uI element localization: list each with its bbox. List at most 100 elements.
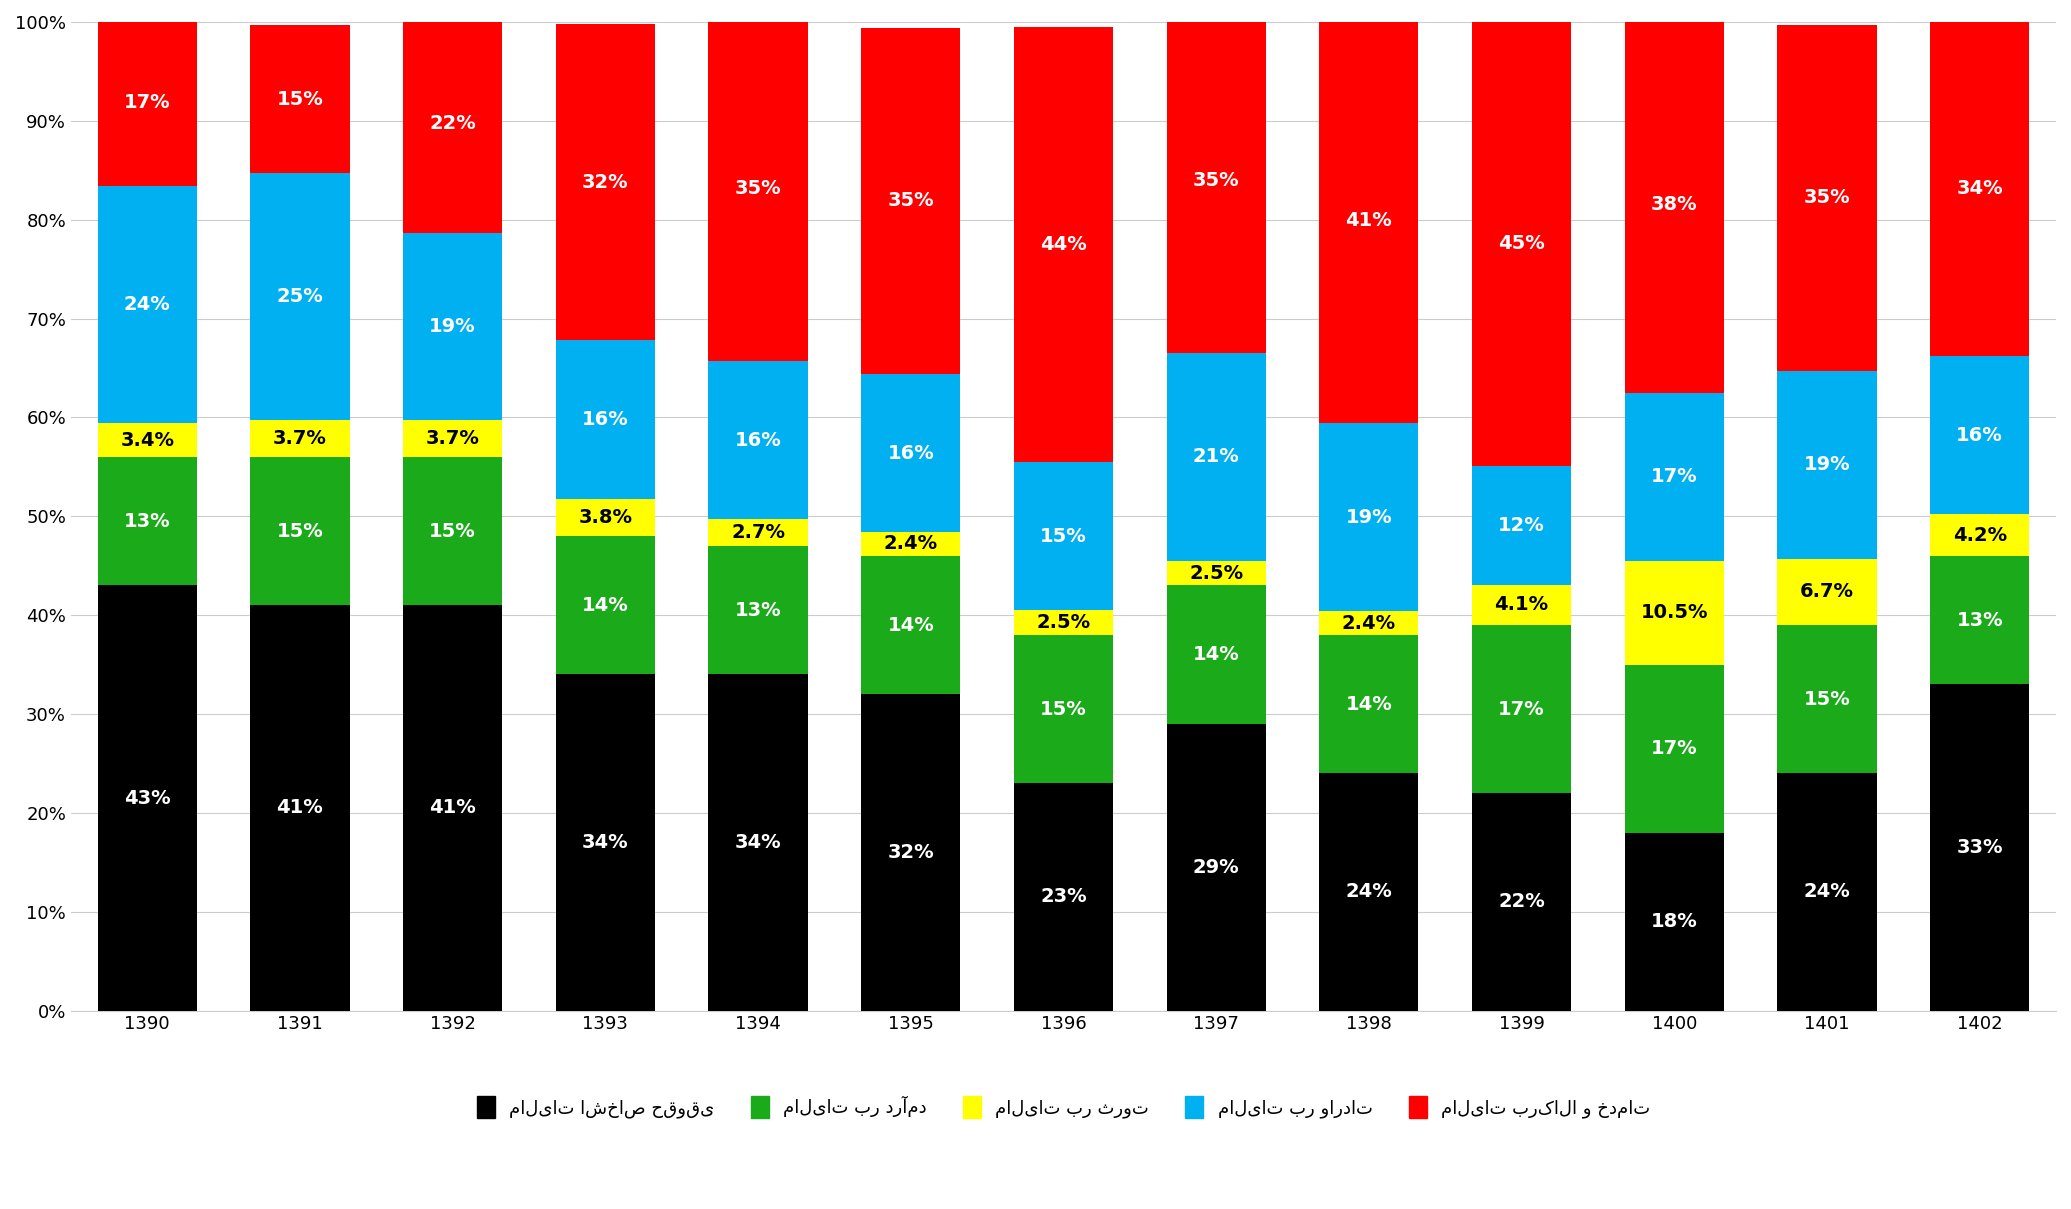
Text: 19%: 19% — [1804, 456, 1849, 474]
Bar — [708, 15, 808, 361]
Bar — [404, 457, 503, 606]
Bar — [1624, 561, 1723, 665]
Text: 3.7%: 3.7% — [273, 429, 327, 449]
Bar — [97, 585, 197, 1011]
Text: 15%: 15% — [1040, 700, 1087, 718]
Bar — [1015, 27, 1112, 462]
Bar — [97, 186, 197, 423]
Text: 13%: 13% — [1957, 611, 2003, 630]
Text: 34%: 34% — [582, 833, 630, 852]
Bar — [97, 18, 197, 186]
Bar — [251, 25, 350, 173]
Text: 22%: 22% — [1497, 892, 1545, 912]
Text: 15%: 15% — [1804, 689, 1849, 708]
Bar — [1319, 612, 1419, 635]
Text: 41%: 41% — [278, 798, 323, 817]
Text: 14%: 14% — [886, 615, 934, 635]
Text: 33%: 33% — [1957, 838, 2003, 857]
Text: 32%: 32% — [582, 173, 630, 192]
Bar — [555, 498, 654, 536]
Text: 6.7%: 6.7% — [1800, 583, 1854, 601]
Text: 41%: 41% — [1346, 212, 1392, 230]
Bar — [862, 556, 961, 694]
Bar — [1930, 514, 2030, 556]
Bar — [404, 421, 503, 457]
Bar — [1319, 18, 1419, 423]
Bar — [1777, 371, 1876, 559]
Legend: مالیات اشخاص حقوقی, مالیات بر درآمد, مالیات بر ثروت, مالیات بر واردات, مالیات بر: مالیات اشخاص حقوقی, مالیات بر درآمد, مال… — [470, 1089, 1657, 1126]
Bar — [1015, 783, 1112, 1011]
Bar — [708, 546, 808, 675]
Text: 43%: 43% — [124, 788, 170, 808]
Text: 24%: 24% — [1804, 883, 1849, 902]
Bar — [97, 457, 197, 585]
Text: 44%: 44% — [1040, 235, 1087, 254]
Bar — [1166, 724, 1265, 1011]
Text: 4.1%: 4.1% — [1495, 595, 1549, 614]
Text: 16%: 16% — [582, 410, 630, 429]
Bar — [1472, 465, 1572, 584]
Bar — [251, 457, 350, 606]
Text: 22%: 22% — [429, 115, 476, 133]
Bar — [1319, 774, 1419, 1011]
Bar — [404, 606, 503, 1011]
Bar — [251, 606, 350, 1011]
Bar — [1166, 585, 1265, 724]
Bar — [862, 374, 961, 532]
Text: 12%: 12% — [1497, 516, 1545, 534]
Bar — [555, 340, 654, 498]
Bar — [404, 15, 503, 232]
Bar — [1166, 7, 1265, 353]
Bar — [1930, 684, 2030, 1011]
Text: 17%: 17% — [124, 93, 170, 111]
Text: 16%: 16% — [886, 444, 934, 463]
Bar — [251, 421, 350, 457]
Bar — [1777, 774, 1876, 1011]
Bar — [555, 24, 654, 340]
Bar — [708, 519, 808, 546]
Text: 13%: 13% — [124, 511, 170, 531]
Bar — [1166, 561, 1265, 585]
Text: 29%: 29% — [1193, 857, 1238, 877]
Text: 35%: 35% — [1804, 189, 1849, 208]
Text: 2.7%: 2.7% — [731, 523, 785, 542]
Bar — [1624, 17, 1723, 393]
Text: 3.7%: 3.7% — [427, 429, 480, 449]
Bar — [1930, 357, 2030, 514]
Text: 32%: 32% — [886, 843, 934, 862]
Text: 15%: 15% — [278, 89, 323, 109]
Text: 15%: 15% — [429, 521, 476, 540]
Text: 3.4%: 3.4% — [120, 430, 174, 450]
Bar — [708, 675, 808, 1011]
Bar — [1777, 625, 1876, 774]
Text: 17%: 17% — [1651, 739, 1698, 758]
Text: 4.2%: 4.2% — [1953, 526, 2007, 544]
Text: 2.5%: 2.5% — [1036, 613, 1091, 632]
Text: 15%: 15% — [1040, 527, 1087, 545]
Bar — [1472, 793, 1572, 1011]
Bar — [404, 232, 503, 421]
Text: 38%: 38% — [1651, 196, 1698, 214]
Text: 2.4%: 2.4% — [1342, 613, 1396, 632]
Bar — [1166, 353, 1265, 561]
Text: 16%: 16% — [1957, 426, 2003, 445]
Bar — [862, 28, 961, 374]
Text: 15%: 15% — [278, 521, 323, 540]
Bar — [1930, 556, 2030, 684]
Bar — [555, 675, 654, 1011]
Text: 14%: 14% — [1346, 695, 1392, 713]
Text: 18%: 18% — [1651, 912, 1698, 931]
Bar — [1015, 462, 1112, 611]
Text: 19%: 19% — [429, 317, 476, 336]
Text: 3.8%: 3.8% — [578, 508, 632, 527]
Bar — [555, 536, 654, 675]
Text: 34%: 34% — [735, 833, 781, 852]
Bar — [1930, 21, 2030, 357]
Text: 25%: 25% — [278, 288, 323, 306]
Bar — [97, 423, 197, 457]
Bar — [862, 532, 961, 556]
Bar — [1777, 559, 1876, 625]
Bar — [1015, 635, 1112, 783]
Text: 35%: 35% — [886, 191, 934, 210]
Text: 45%: 45% — [1497, 235, 1545, 253]
